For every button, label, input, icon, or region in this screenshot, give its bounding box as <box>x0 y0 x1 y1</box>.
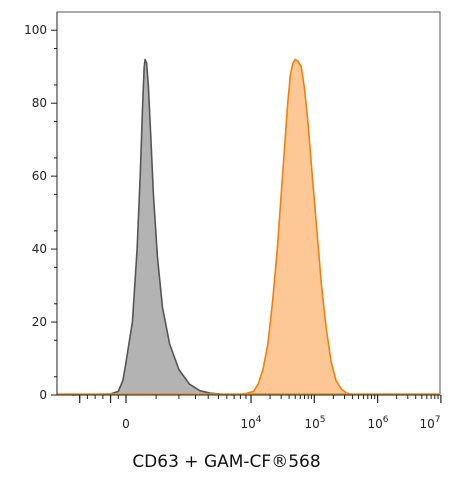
series-1-line <box>71 58 235 396</box>
series-2-fill <box>234 59 354 396</box>
series-layer <box>57 58 440 396</box>
x-tick-label: 104 <box>240 415 261 431</box>
x-axis: 0 104 105 106 107 <box>57 394 442 431</box>
y-tick-label: 0 <box>39 388 47 402</box>
x-tick-label: 0 <box>122 417 130 431</box>
series-2-line <box>233 58 355 396</box>
y-tick-label: 60 <box>32 169 47 183</box>
y-tick-label: 80 <box>32 96 47 110</box>
plot-frame <box>56 11 441 396</box>
y-axis: 0 20 40 60 80 100 <box>24 12 58 402</box>
y-tick-label: 100 <box>24 23 47 37</box>
x-tick-label: 107 <box>419 415 440 431</box>
x-tick-label: 106 <box>367 415 388 431</box>
y-tick-label: 40 <box>32 242 47 256</box>
x-axis-title: CD63 + GAM-CF®568 <box>132 452 321 472</box>
x-tick-label: 105 <box>304 415 325 431</box>
series-1-fill <box>72 59 235 396</box>
y-tick-label: 20 <box>32 315 47 329</box>
